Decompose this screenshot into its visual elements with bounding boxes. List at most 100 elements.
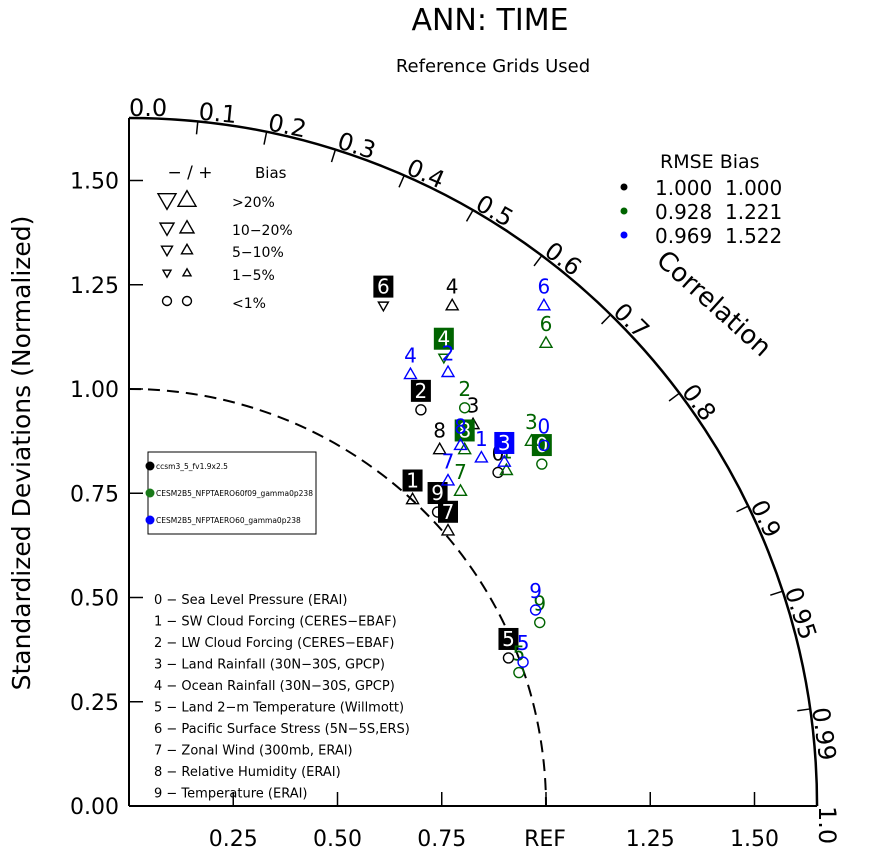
data-point: 6 — [536, 275, 552, 311]
bias-legend-symbol-header: − / + — [167, 163, 212, 183]
circle-marker — [536, 458, 548, 470]
data-point: 1 — [402, 469, 423, 505]
data-point-label: 6 — [540, 312, 553, 336]
variable-legend-item: 2 − LW Cloud Forcing (CERES−EBAF) — [154, 636, 394, 651]
data-point: 4 — [403, 343, 418, 380]
correlation-tick — [195, 121, 199, 135]
correlation-tick-label: 0.0 — [129, 94, 167, 122]
data-point: 6 — [373, 275, 394, 313]
reference-arc — [128, 388, 547, 807]
circle-marker — [458, 402, 471, 414]
circle-marker — [181, 295, 193, 307]
data-point-label-box — [402, 469, 423, 492]
variable-legend-item: 6 − Pacific Surface Stress (5N−5S,ERS) — [154, 722, 410, 737]
data-point-label-box — [498, 627, 519, 650]
triangle-down-marker — [156, 193, 178, 211]
triangle-up-marker — [444, 297, 460, 311]
data-point-label: 7 — [442, 500, 455, 524]
data-point-label: 0 — [538, 414, 551, 438]
y-tick-label: 0.00 — [70, 795, 119, 820]
data-point-label: 1 — [406, 469, 419, 493]
variable-legend-item: 3 − Land Rainfall (30N−30S, GPCP) — [154, 658, 385, 673]
triangle-up-marker — [432, 441, 447, 455]
data-point: 8 — [454, 418, 475, 455]
circle-marker — [529, 604, 542, 616]
rmse-legend-rmse-value: 0.928 — [655, 200, 712, 224]
data-point: 9 — [533, 592, 546, 629]
rmse-legend-dot — [620, 207, 628, 215]
data-point-label: 4 — [446, 275, 459, 299]
data-point-label: 9 — [431, 481, 444, 505]
data-point-label: 9 — [533, 592, 546, 616]
variable-legend-item: 9 − Temperature (ERAI) — [154, 787, 308, 802]
rmse-legend-header: RMSE Bias — [660, 151, 760, 173]
data-point-label-box — [454, 419, 475, 442]
data-point: 7 — [440, 450, 456, 486]
triangle-down-marker — [160, 245, 174, 258]
data-point-label: 7 — [442, 450, 455, 474]
rmse-legend-dot — [620, 231, 628, 239]
circle-marker — [161, 295, 173, 307]
rmse-legend-dot — [620, 183, 628, 191]
variable-legend-item: 5 − Land 2−m Temperature (Willmott) — [154, 701, 404, 716]
data-point-label-box — [410, 379, 431, 402]
data-point-label: 9 — [529, 579, 542, 603]
triangle-up-marker — [457, 441, 472, 455]
data-point: 5 — [513, 642, 525, 679]
data-point-label: 8 — [458, 418, 471, 442]
triangle-up-marker — [453, 437, 468, 451]
data-point: 8 — [432, 418, 447, 455]
bias-legend-label: 10−20% — [232, 223, 293, 239]
data-point: 0 — [538, 414, 551, 451]
x-tick-label: 1.50 — [730, 827, 779, 852]
data-point-label-box — [373, 275, 394, 298]
data-point-label: 1 — [475, 427, 488, 451]
data-point: 4 — [433, 327, 454, 365]
data-point: 5 — [498, 627, 519, 664]
case-legend-name: ccsm3_5_fv1.9x2.5 — [156, 462, 228, 471]
triangle-down-marker — [161, 269, 173, 279]
correlation-tick-label: 0.9 — [745, 496, 787, 543]
data-point-label: 6 — [538, 275, 551, 299]
y-tick-label: 0.50 — [70, 587, 119, 612]
triangle-up-marker — [403, 366, 418, 380]
chart-subtitle: Reference Grids Used — [396, 56, 590, 77]
bias-legend-label: >20% — [232, 195, 275, 211]
rmse-legend-rmse-value: 1.000 — [655, 176, 712, 200]
triangle-up-marker — [440, 364, 456, 378]
data-point-label-box — [494, 431, 515, 454]
data-point: 4 — [444, 275, 460, 311]
triangle-up-marker — [176, 189, 198, 207]
correlation-tick — [533, 255, 543, 267]
data-point: 7 — [453, 460, 468, 497]
data-point-label-box — [433, 327, 454, 350]
x-tick-label: 0.50 — [313, 827, 362, 852]
triangle-down-marker — [377, 301, 390, 313]
data-point: 0 — [531, 433, 552, 470]
data-point-label: 5 — [517, 631, 530, 655]
correlation-tick-label: 0.99 — [806, 706, 841, 763]
circle-marker — [431, 506, 444, 518]
correlation-tick — [736, 505, 749, 513]
correlation-tick-label: 0.8 — [676, 379, 721, 426]
correlation-tick-label: 0.7 — [608, 297, 655, 344]
triangle-up-marker — [524, 433, 539, 447]
case-legend-dot — [145, 488, 155, 498]
bias-legend-label: 5−10% — [232, 245, 284, 261]
data-point-label-box — [427, 482, 448, 505]
data-point-label: 2 — [458, 377, 471, 401]
circle-marker — [513, 666, 525, 679]
variable-legend-item: 1 − SW Cloud Forcing (CERES−EBAF) — [154, 615, 397, 630]
data-point: 2 — [458, 377, 471, 414]
correlation-tick — [263, 131, 268, 145]
case-legend-dot — [145, 461, 155, 471]
data-point-label: 6 — [377, 275, 390, 299]
bias-legend-header: Bias — [255, 164, 287, 182]
y-tick-label: 1.25 — [70, 274, 119, 299]
data-point-label: 8 — [433, 418, 446, 442]
bias-legend-label: <1% — [232, 296, 266, 312]
data-point-label: 8 — [454, 414, 467, 438]
rmse-legend-bias-value: 1.522 — [725, 224, 782, 248]
data-point: 5 — [517, 631, 530, 668]
